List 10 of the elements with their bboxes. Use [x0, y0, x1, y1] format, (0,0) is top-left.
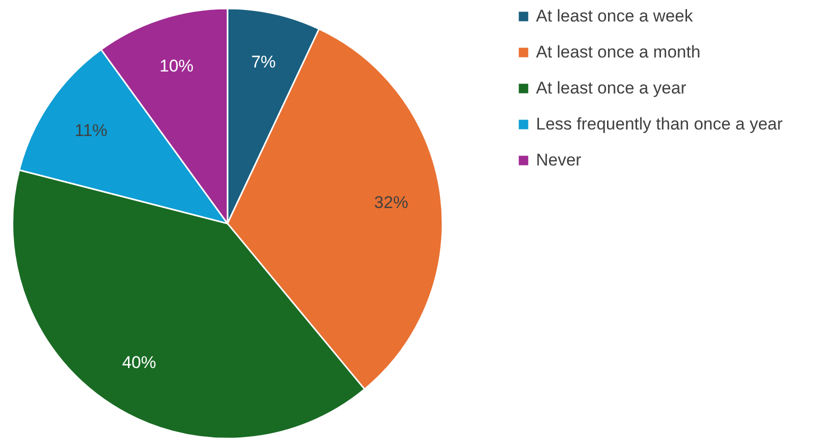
data-label: 11% [74, 120, 108, 140]
legend-label: At least once a week [536, 6, 694, 26]
data-label: 10% [159, 56, 194, 76]
legend-label: Less frequently than once a year [536, 114, 783, 134]
data-label: 32% [374, 192, 408, 212]
legend-label: At least once a month [536, 42, 700, 62]
legend-label: At least once a year [536, 78, 687, 98]
data-label: 40% [122, 352, 156, 372]
legend-label: Never [536, 150, 582, 170]
data-label: 7% [251, 52, 276, 72]
